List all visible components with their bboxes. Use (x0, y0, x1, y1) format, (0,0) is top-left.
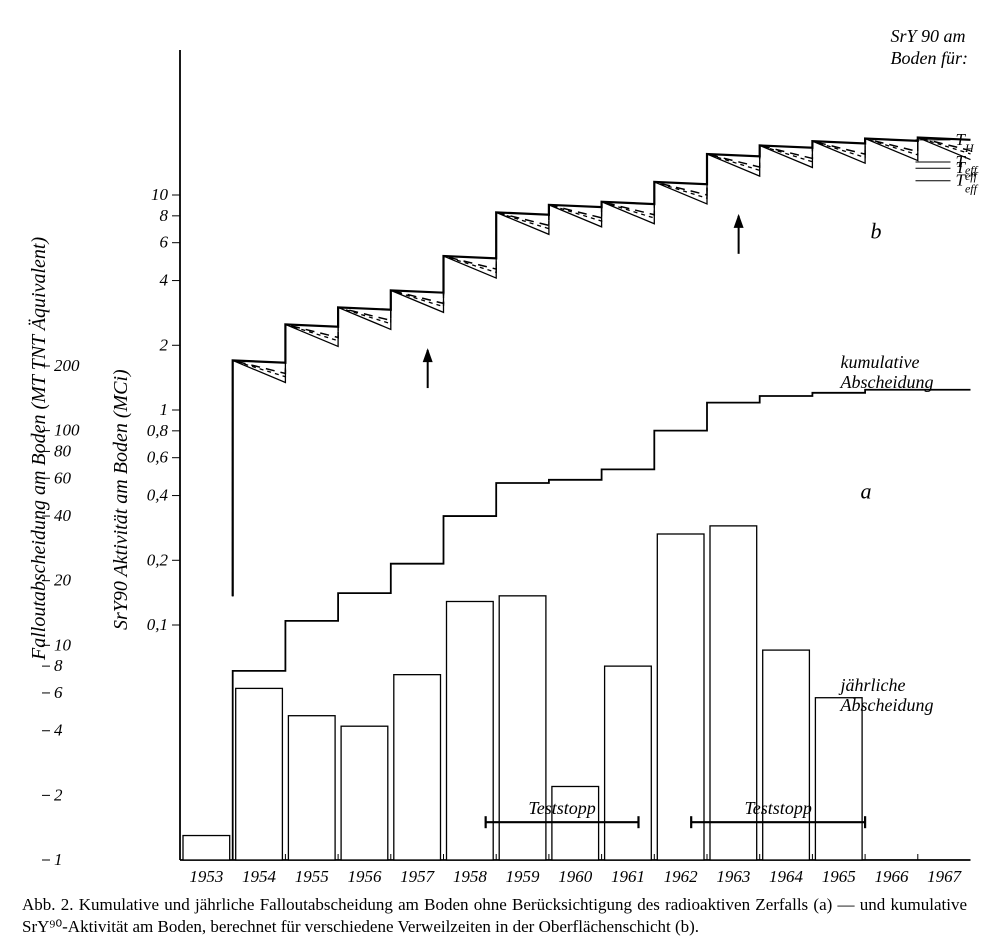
svg-text:10: 10 (151, 185, 169, 204)
svg-text:a: a (861, 478, 872, 503)
svg-text:6: 6 (160, 233, 169, 252)
svg-text:1: 1 (160, 400, 169, 419)
svg-text:b: b (871, 218, 882, 243)
svg-text:1956: 1956 (347, 867, 382, 886)
annual-bar (763, 650, 810, 860)
svg-text:1959: 1959 (506, 867, 541, 886)
annual-bar (394, 675, 441, 860)
svg-text:4: 4 (160, 271, 169, 290)
annual-bar (815, 698, 862, 860)
svg-text:0,8: 0,8 (147, 421, 169, 440)
svg-text:80: 80 (54, 441, 72, 460)
svg-text:SrY 90 am: SrY 90 am (891, 26, 966, 46)
svg-text:1960: 1960 (558, 867, 593, 886)
caption-prefix: Abb. 2. (22, 895, 79, 914)
svg-text:2: 2 (54, 785, 63, 804)
svg-text:0,4: 0,4 (147, 486, 169, 505)
svg-text:1964: 1964 (769, 867, 804, 886)
svg-text:1962: 1962 (664, 867, 699, 886)
annual-bar (657, 534, 704, 860)
svg-text:jährliche: jährliche (839, 675, 906, 695)
annual-bar (499, 596, 546, 860)
svg-text:1953: 1953 (189, 867, 223, 886)
svg-text:kumulative: kumulative (841, 352, 920, 372)
chart-container: Falloutabscheidung am Boden (MT TNT Äqui… (10, 10, 979, 890)
y-outer-label: Falloutabscheidung am Boden (MT TNT Äqui… (28, 237, 51, 660)
svg-text:20: 20 (54, 571, 72, 590)
svg-text:6: 6 (54, 683, 63, 702)
svg-text:0,2: 0,2 (147, 550, 169, 569)
svg-text:0,1: 0,1 (147, 615, 168, 634)
svg-text:Teststopp: Teststopp (744, 798, 811, 818)
svg-text:100: 100 (54, 421, 80, 440)
svg-text:1: 1 (54, 850, 63, 869)
annual-bar (341, 726, 388, 860)
svg-text:40: 40 (54, 506, 72, 525)
svg-text:1967: 1967 (927, 867, 963, 886)
figure-caption: Abb. 2. Kumulative und jährliche Fallout… (10, 890, 979, 938)
y-inner-label: SrY90 Aktivität am Boden (MCi) (110, 369, 133, 630)
chart-svg: 1 2 4 6 8 10 20 40 60 80100 200 0,1 0,2 0,4 0,6 0,8 1 2 4 6… (10, 10, 979, 890)
svg-text:1954: 1954 (242, 867, 277, 886)
annual-bar (605, 666, 652, 860)
svg-text:60: 60 (54, 468, 72, 487)
svg-text:8: 8 (160, 206, 169, 225)
svg-text:1963: 1963 (716, 867, 750, 886)
annual-bar (183, 836, 230, 860)
svg-text:200: 200 (54, 356, 80, 375)
svg-text:1961: 1961 (611, 867, 645, 886)
svg-text:1955: 1955 (295, 867, 329, 886)
svg-text:Teststopp: Teststopp (528, 798, 595, 818)
svg-text:8: 8 (54, 656, 63, 675)
svg-text:4: 4 (54, 721, 63, 740)
svg-text:0,6: 0,6 (147, 448, 169, 467)
svg-text:1965: 1965 (822, 867, 856, 886)
svg-text:Abscheidung: Abscheidung (840, 695, 934, 715)
svg-text:1966: 1966 (874, 867, 909, 886)
svg-text:1958: 1958 (453, 867, 488, 886)
svg-text:2: 2 (160, 335, 169, 354)
annual-bar (288, 716, 335, 860)
caption-text: Kumulative und jährliche Falloutabscheid… (22, 895, 967, 936)
svg-text:10: 10 (54, 635, 72, 654)
annual-bar (236, 688, 283, 860)
svg-text:Abscheidung: Abscheidung (840, 372, 934, 392)
svg-text:1957: 1957 (400, 867, 436, 886)
svg-text:Boden für:: Boden für: (891, 48, 968, 68)
